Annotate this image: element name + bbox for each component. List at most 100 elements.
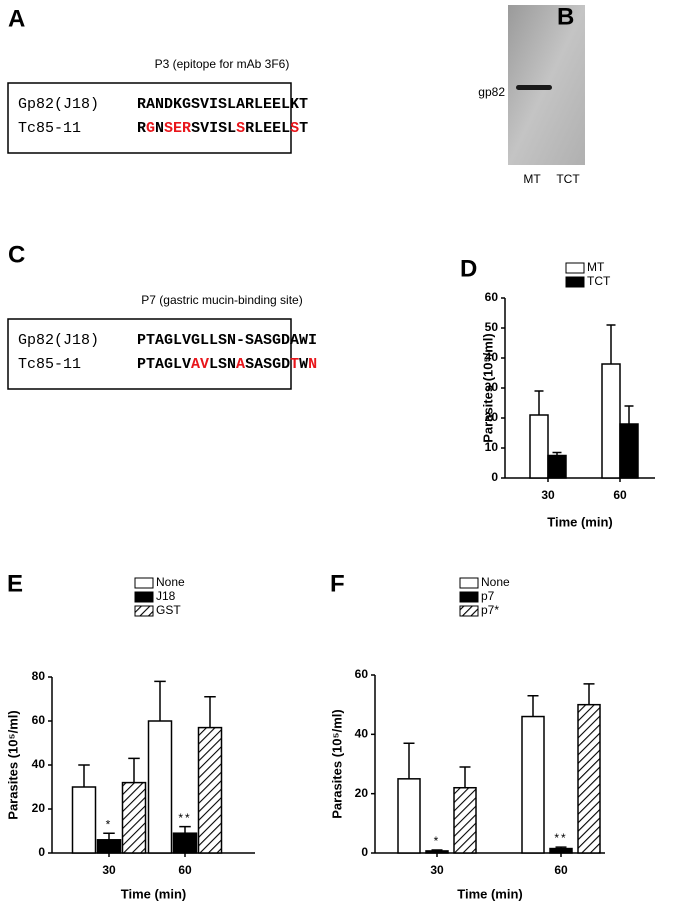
panel-label: F — [330, 570, 345, 597]
bar — [529, 414, 549, 479]
panel-label: E — [7, 570, 23, 597]
bar — [121, 781, 147, 854]
error-bar — [459, 766, 471, 788]
legend-swatch — [134, 605, 154, 617]
bar — [71, 786, 97, 854]
legend-label: None — [156, 575, 185, 589]
residue-segment: A — [236, 356, 245, 373]
bar — [577, 703, 601, 854]
x-tick-label: 30 — [430, 863, 444, 877]
error-bar — [552, 451, 562, 456]
residue-segment: T — [290, 356, 299, 373]
panel-label: D — [460, 255, 477, 282]
bar — [549, 847, 573, 854]
residue-segment: S — [290, 120, 299, 137]
sequence-name: Gp82(J18) — [18, 96, 99, 113]
significance-mark: * — [106, 817, 113, 831]
panel-title: P7 (gastric mucin-binding site) — [141, 293, 302, 307]
residue-segment: RANDKGSVISLARLEELKT — [137, 96, 308, 113]
x-axis-label: Time (min) — [121, 886, 187, 901]
bar — [147, 720, 173, 854]
panel-title: P3 (epitope for mAb 3F6) — [155, 57, 290, 71]
legend-label: p7* — [481, 603, 499, 617]
residue-segment: R — [137, 120, 146, 137]
y-tick-label: 0 — [38, 845, 45, 859]
sequence: RANDKGSVISLARLEELKT — [137, 96, 308, 113]
y-tick-label: 30 — [485, 380, 499, 394]
y-tick-label: 80 — [32, 669, 46, 683]
y-tick-label: 60 — [355, 667, 369, 681]
panel-label: A — [8, 5, 25, 32]
legend-label: GST — [156, 603, 181, 617]
y-tick-label: 40 — [485, 350, 499, 364]
error-bar — [527, 695, 539, 717]
bar — [96, 839, 122, 854]
error-bar — [103, 832, 115, 840]
significance-mark: ** — [178, 811, 191, 825]
x-axis-label: Time (min) — [547, 514, 613, 529]
y-tick-label: 0 — [491, 470, 498, 484]
y-axis-label: Parasites (10⁵/ml) — [480, 333, 495, 442]
bar — [521, 715, 545, 854]
residue-segment: G — [146, 120, 155, 137]
error-bar — [128, 757, 140, 783]
residue-segment: T — [299, 120, 308, 137]
residue-segment: LSN — [209, 356, 236, 373]
error-bar — [534, 390, 544, 415]
x-tick-label: 30 — [541, 488, 555, 502]
error-bar — [179, 825, 191, 834]
residue-segment: PTAGLVGLLSN-SASGDAWI — [137, 332, 317, 349]
panel-label: B — [557, 3, 574, 30]
error-bar — [555, 846, 567, 849]
y-axis-label: Parasites (10⁵/ml) — [5, 710, 20, 819]
error-bar — [78, 764, 90, 787]
sequence-name: Gp82(J18) — [18, 332, 99, 349]
legend-label: J18 — [156, 589, 176, 603]
sequence: RGNSERSVISLSRLEELST — [137, 120, 308, 137]
y-tick-label: 0 — [361, 845, 368, 859]
sequence: PTAGLVAVLSNASASGDTWN — [137, 356, 317, 373]
y-tick-label: 60 — [32, 713, 46, 727]
residue-segment: SVISL — [191, 120, 236, 137]
residue-segment: SER — [164, 120, 191, 137]
significance-mark: ** — [554, 831, 567, 845]
legend-swatch — [459, 577, 479, 589]
sequence-box — [7, 82, 292, 154]
x-tick-label: 60 — [178, 863, 192, 877]
residue-segment: N — [308, 356, 317, 373]
x-axis-label: Time (min) — [457, 886, 523, 901]
y-tick-label: 40 — [355, 727, 369, 741]
y-tick-label: 50 — [485, 320, 499, 334]
bar — [172, 832, 198, 854]
bar — [619, 423, 639, 479]
lane-label: MT — [523, 172, 541, 186]
blot-band — [516, 85, 552, 90]
error-bar — [583, 683, 595, 705]
residue-segment: W — [299, 356, 308, 373]
residue-segment: SASGD — [245, 356, 290, 373]
error-bar — [431, 849, 443, 851]
x-tick-label: 60 — [613, 488, 627, 502]
y-tick-label: 20 — [485, 410, 499, 424]
bar — [197, 726, 223, 854]
residue-segment: N — [155, 120, 164, 137]
legend-swatch — [459, 605, 479, 617]
legend-swatch — [134, 591, 154, 603]
legend-label: p7 — [481, 589, 495, 603]
y-axis-label: Parasites (10⁵/ml) — [329, 709, 344, 818]
band-label: gp82 — [478, 85, 505, 99]
y-tick-label: 20 — [32, 801, 46, 815]
sequence-name: Tc85-11 — [18, 356, 81, 373]
sequence: PTAGLVGLLSN-SASGDAWI — [137, 332, 317, 349]
legend-label: TCT — [587, 274, 611, 288]
x-tick-label: 30 — [102, 863, 116, 877]
legend-swatch — [134, 577, 154, 589]
lane-label: TCT — [556, 172, 580, 186]
bar — [601, 363, 621, 479]
residue-segment: PTAGLV — [137, 356, 191, 373]
bar — [425, 850, 449, 854]
bar — [397, 778, 421, 854]
bar — [547, 454, 567, 479]
residue-segment: RLEEL — [245, 120, 290, 137]
